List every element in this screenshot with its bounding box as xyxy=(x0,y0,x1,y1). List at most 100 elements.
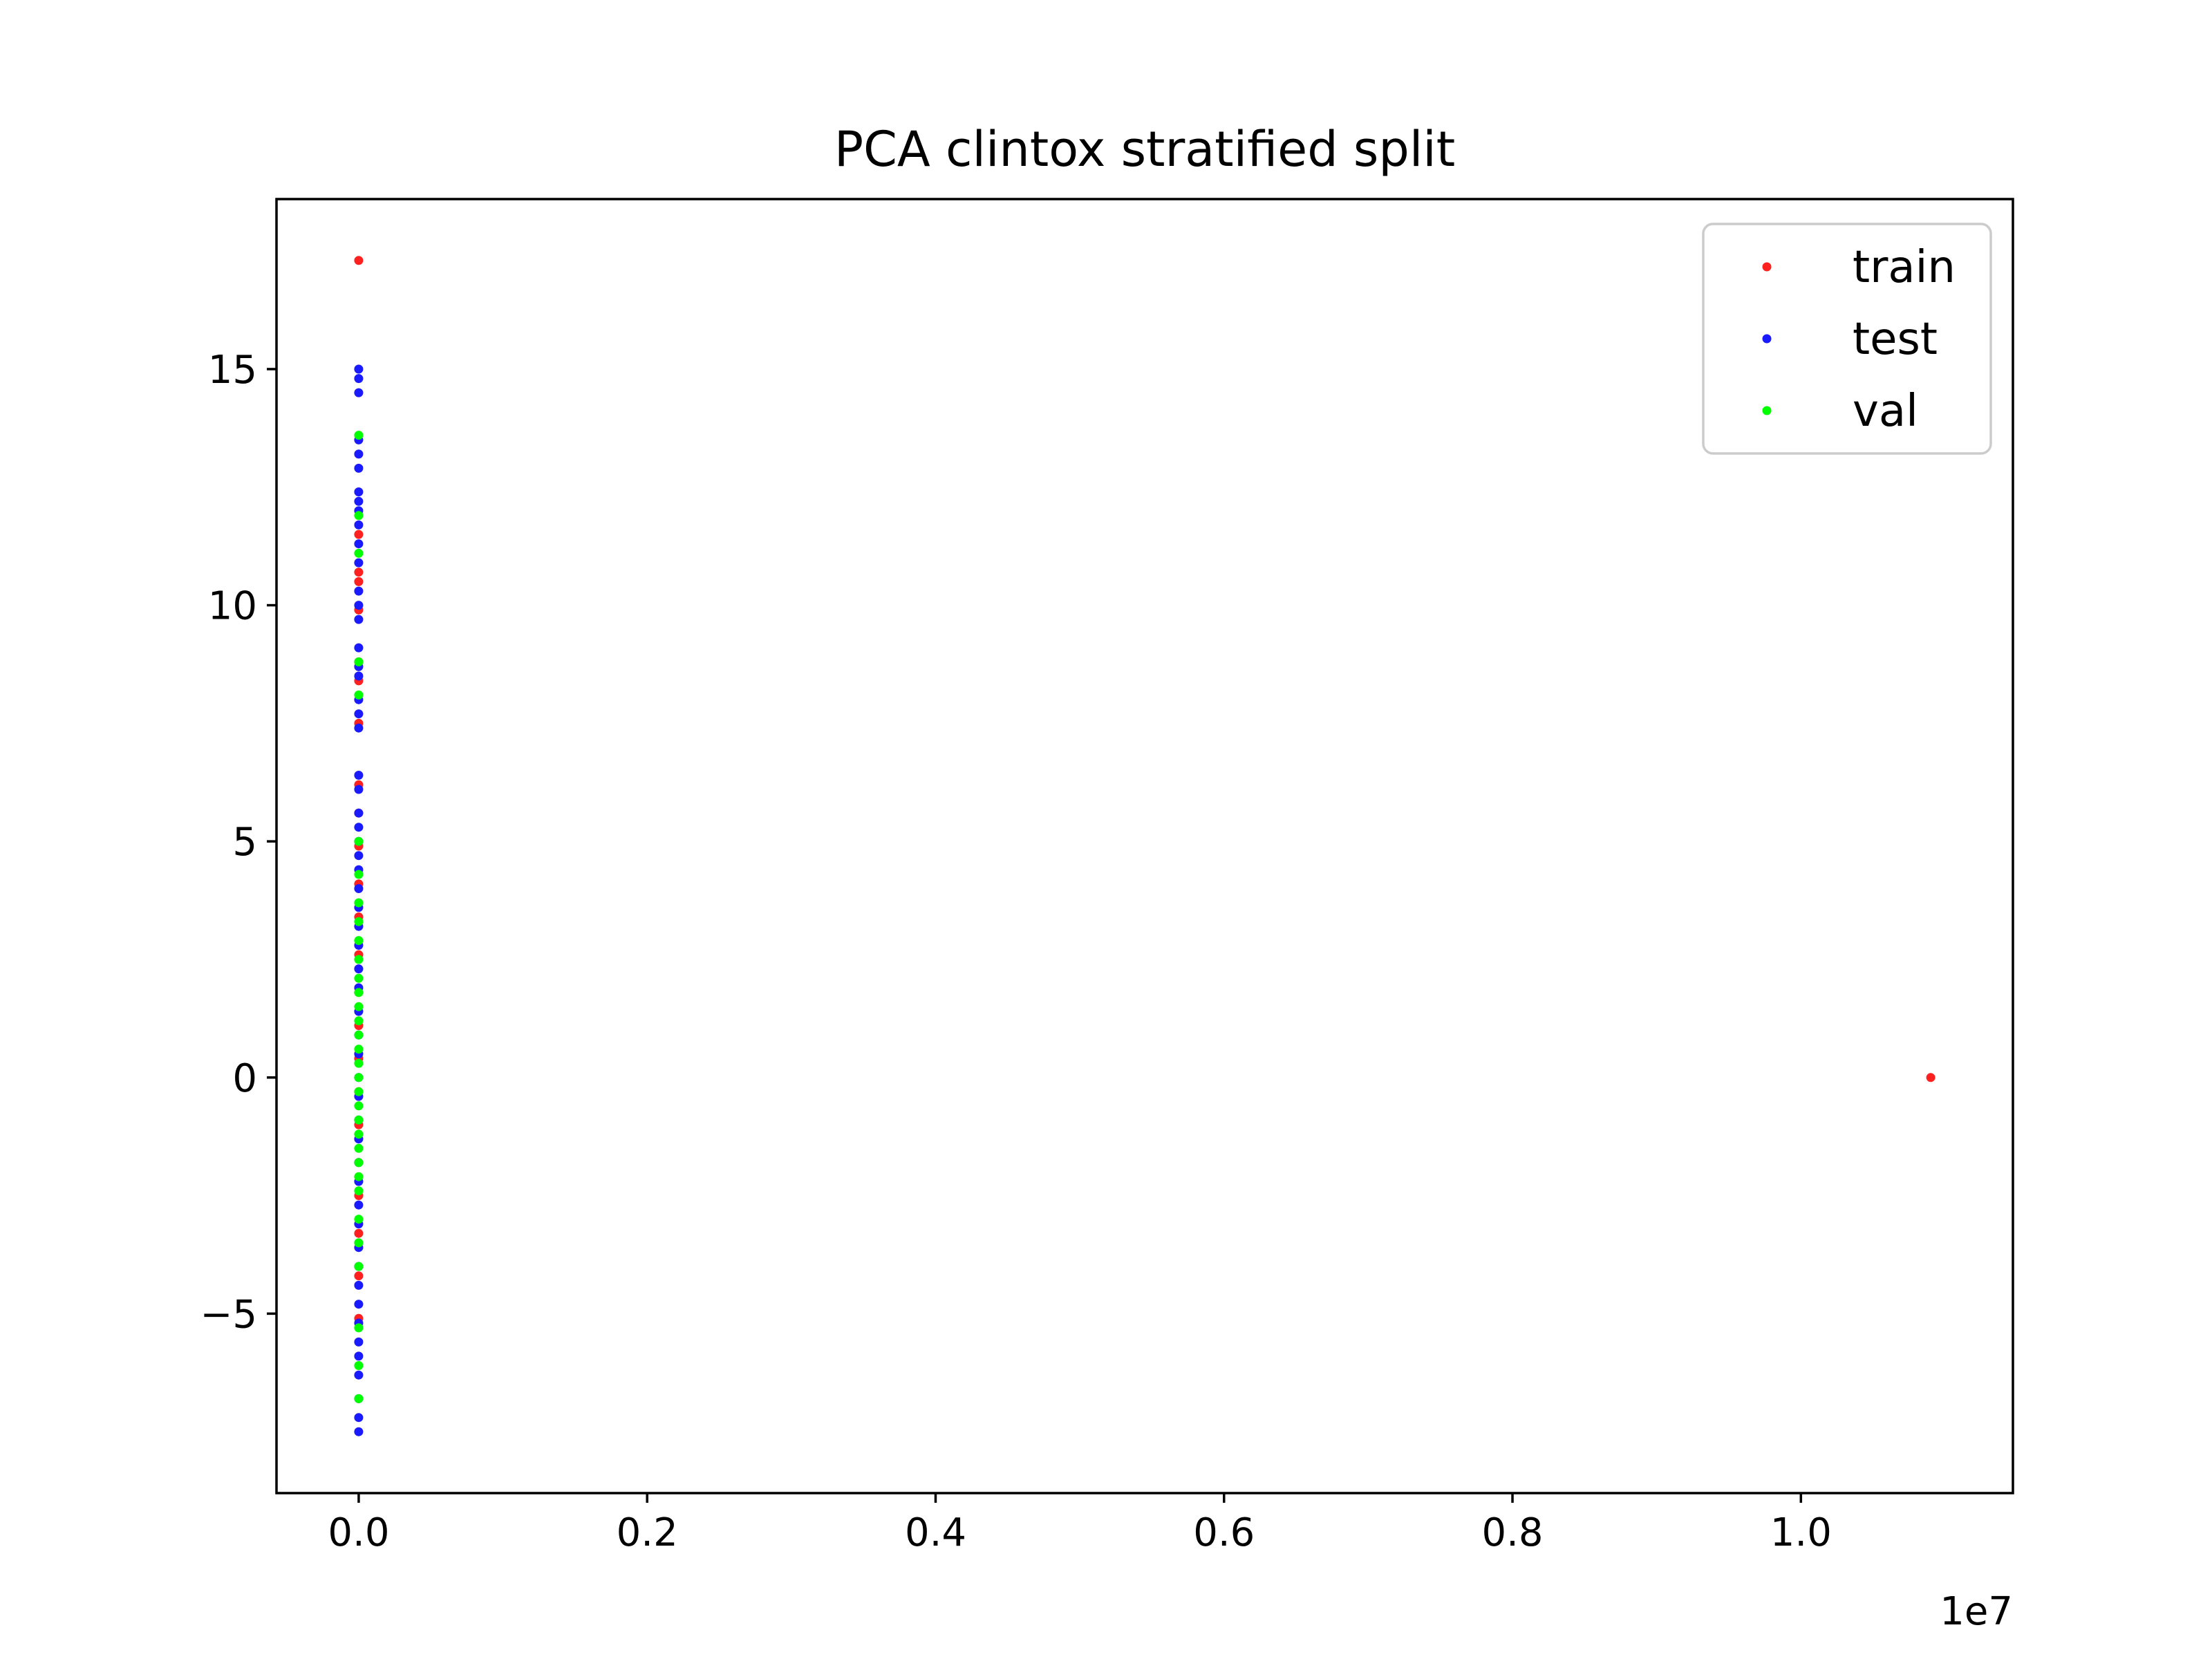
data-point-test xyxy=(354,463,364,473)
series-train xyxy=(354,256,1936,1323)
data-point-test xyxy=(354,615,364,624)
data-point-train xyxy=(354,568,364,577)
legend-label-test: test xyxy=(1853,314,1938,365)
data-point-test xyxy=(354,808,364,818)
data-point-test xyxy=(354,449,364,459)
data-point-val xyxy=(354,1394,364,1403)
data-point-val xyxy=(354,1058,364,1068)
data-point-val xyxy=(354,1262,364,1271)
data-point-train xyxy=(354,1228,364,1238)
data-point-test xyxy=(354,709,364,719)
y-tick-label: 15 xyxy=(208,348,257,393)
data-point-val xyxy=(354,1143,364,1153)
data-point-val xyxy=(354,548,364,558)
data-point-val xyxy=(354,1101,364,1111)
data-point-train xyxy=(354,1271,364,1281)
data-point-test xyxy=(354,1280,364,1290)
data-point-test xyxy=(354,487,364,497)
data-point-val xyxy=(354,1130,364,1139)
data-point-val xyxy=(354,1238,364,1248)
x-tick-label: 1.0 xyxy=(1770,1510,1832,1555)
data-point-test xyxy=(354,601,364,610)
data-point-val xyxy=(354,917,364,926)
data-point-test xyxy=(354,586,364,596)
x-tick-label: 0.8 xyxy=(1481,1510,1543,1555)
data-point-val xyxy=(354,988,364,997)
data-point-val xyxy=(354,511,364,521)
legend: train test val xyxy=(1702,223,1992,455)
data-point-val xyxy=(354,657,364,666)
data-point-test xyxy=(354,1200,364,1210)
data-point-test xyxy=(354,1300,364,1309)
data-point-test xyxy=(354,964,364,974)
y-tick-label: 0 xyxy=(232,1056,257,1101)
data-point-test xyxy=(354,1427,364,1436)
data-point-test xyxy=(354,1351,364,1361)
x-axis: 0.0 0.2 0.4 0.6 0.8 1.0 xyxy=(328,1493,1832,1555)
data-point-test xyxy=(354,558,364,568)
x-tick-label: 0.2 xyxy=(617,1510,678,1555)
legend-marker-train xyxy=(1762,262,1772,272)
data-point-val xyxy=(354,898,364,908)
x-tick-label: 0.4 xyxy=(905,1510,966,1555)
data-point-train xyxy=(354,256,364,265)
data-point-test xyxy=(354,1413,364,1423)
data-point-test xyxy=(354,374,364,384)
data-point-test xyxy=(354,723,364,733)
plot-frame xyxy=(275,198,2014,1494)
data-point-test xyxy=(354,643,364,653)
x-tick-label: 0.6 xyxy=(1193,1510,1255,1555)
data-point-test xyxy=(354,785,364,794)
data-point-test xyxy=(354,851,364,861)
data-point-val xyxy=(354,836,364,846)
data-point-val xyxy=(354,1044,364,1054)
data-point-val xyxy=(354,1215,364,1224)
data-point-test xyxy=(354,388,364,397)
data-point-train xyxy=(1926,1073,1936,1082)
data-point-train xyxy=(354,577,364,586)
data-point-val xyxy=(354,1087,364,1096)
data-point-train xyxy=(354,529,364,539)
x-axis-offset-label: 1e7 xyxy=(1940,1589,2013,1634)
data-point-test xyxy=(354,1370,364,1380)
data-point-val xyxy=(354,1115,364,1125)
data-point-test xyxy=(354,364,364,374)
x-tick-label: 0.0 xyxy=(328,1510,389,1555)
data-point-test xyxy=(354,520,364,529)
data-point-test xyxy=(354,884,364,893)
legend-label-train: train xyxy=(1853,242,1956,293)
data-point-val xyxy=(354,1361,364,1370)
legend-label-val: val xyxy=(1853,386,1918,437)
data-point-val xyxy=(354,936,364,946)
y-tick-label: 10 xyxy=(208,584,257,629)
data-point-val xyxy=(354,1002,364,1011)
data-point-val xyxy=(354,955,364,964)
data-point-val xyxy=(354,1030,364,1040)
data-point-test xyxy=(354,671,364,681)
chart-title: PCA clintox stratified split xyxy=(834,121,1455,178)
data-point-test xyxy=(354,823,364,832)
data-point-val xyxy=(354,431,364,440)
data-point-val xyxy=(354,1016,364,1026)
data-point-test xyxy=(354,771,364,780)
data-point-val xyxy=(354,1172,364,1181)
data-point-test xyxy=(354,1337,364,1347)
data-point-val xyxy=(354,870,364,879)
y-tick-label: −5 xyxy=(200,1292,257,1337)
data-point-val xyxy=(354,1186,364,1196)
data-point-val xyxy=(354,973,364,983)
series-val xyxy=(354,431,364,1403)
data-point-val xyxy=(354,1323,364,1333)
legend-box xyxy=(1702,223,1992,455)
data-point-val xyxy=(354,690,364,700)
data-point-val xyxy=(354,1073,364,1082)
data-point-test xyxy=(354,539,364,549)
y-tick-label: 5 xyxy=(232,820,257,865)
data-point-val xyxy=(354,1158,364,1168)
points-layer xyxy=(354,256,1936,1436)
legend-marker-test xyxy=(1762,334,1772,344)
y-axis: −5 0 5 10 15 xyxy=(200,348,276,1337)
legend-marker-val xyxy=(1762,406,1772,415)
data-point-test xyxy=(354,496,364,506)
